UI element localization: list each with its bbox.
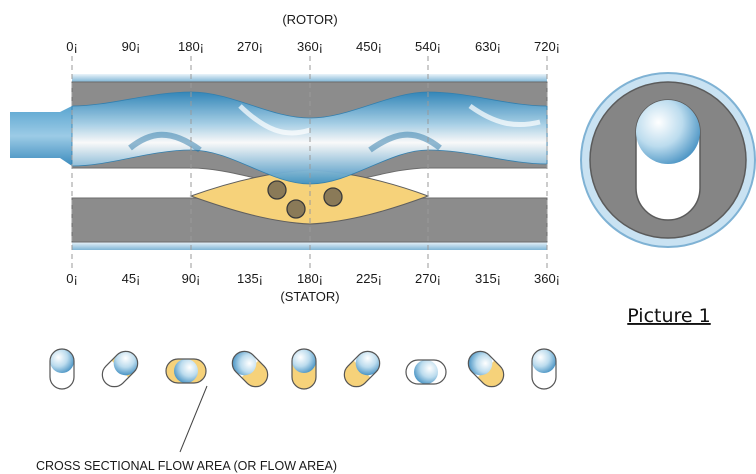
rotor-label: (ROTOR) bbox=[282, 12, 337, 27]
stator-tick-labels: 0¡ 45¡ 90¡ 135¡ 180¡ 225¡ 270¡ 315¡ 360¡ bbox=[66, 271, 560, 286]
stator-tick-0: 0¡ bbox=[66, 271, 78, 286]
rotor-tick-90: 90¡ bbox=[122, 39, 141, 54]
solid-particles bbox=[267, 180, 343, 219]
capsule-6 bbox=[339, 346, 385, 392]
rotor-tick-270: 270¡ bbox=[237, 39, 263, 54]
rotor-tick-0: 0¡ bbox=[66, 39, 78, 54]
rotor-tick-630: 630¡ bbox=[475, 39, 501, 54]
stator-label: (STATOR) bbox=[280, 289, 339, 304]
rotor-tick-720: 720¡ bbox=[534, 39, 560, 54]
rotor-tick-360: 360¡ bbox=[297, 39, 323, 54]
cross-section-rotor bbox=[636, 100, 700, 164]
flow-area-sequence bbox=[49, 346, 557, 392]
stator-tick-45: 45¡ bbox=[122, 271, 141, 286]
rotor-tick-450: 450¡ bbox=[356, 39, 382, 54]
capsule-3 bbox=[165, 358, 207, 384]
capsule-7 bbox=[405, 359, 447, 385]
capsule-2 bbox=[97, 346, 143, 392]
capsule-1 bbox=[49, 348, 75, 390]
stator-tick-270: 270¡ bbox=[415, 271, 441, 286]
stator-tick-360: 360¡ bbox=[534, 271, 560, 286]
inlet-pipe bbox=[10, 106, 72, 166]
stator-tick-180: 180¡ bbox=[297, 271, 323, 286]
capsule-4 bbox=[227, 346, 273, 392]
flow-area-caption: CROSS SECTIONAL FLOW AREA (OR FLOW AREA) bbox=[36, 459, 337, 473]
stator-tick-315: 315¡ bbox=[475, 271, 501, 286]
rotor-tick-180: 180¡ bbox=[178, 39, 204, 54]
stator-tick-90: 90¡ bbox=[182, 271, 201, 286]
capsule-9 bbox=[531, 348, 557, 390]
capsule-8 bbox=[463, 346, 509, 392]
rotor-shading-1 bbox=[128, 131, 202, 153]
particle-2 bbox=[286, 199, 306, 219]
rotor-shading-2 bbox=[368, 131, 442, 153]
cross-section-view bbox=[580, 72, 756, 248]
rotor-highlight-1 bbox=[238, 104, 311, 136]
stator-tick-225: 225¡ bbox=[356, 271, 382, 286]
particle-1 bbox=[267, 180, 287, 200]
capsule-5 bbox=[291, 348, 317, 390]
picture-label: Picture 1 bbox=[627, 305, 710, 327]
rotor-highlight-2 bbox=[468, 103, 541, 128]
rotor-tick-540: 540¡ bbox=[415, 39, 441, 54]
stator-tick-135: 135¡ bbox=[237, 271, 263, 286]
rotor-tick-labels: 0¡ 90¡ 180¡ 270¡ 360¡ 450¡ 540¡ 630¡ 720… bbox=[66, 39, 560, 54]
particle-3 bbox=[323, 187, 343, 207]
flow-area-pointer bbox=[179, 385, 208, 453]
